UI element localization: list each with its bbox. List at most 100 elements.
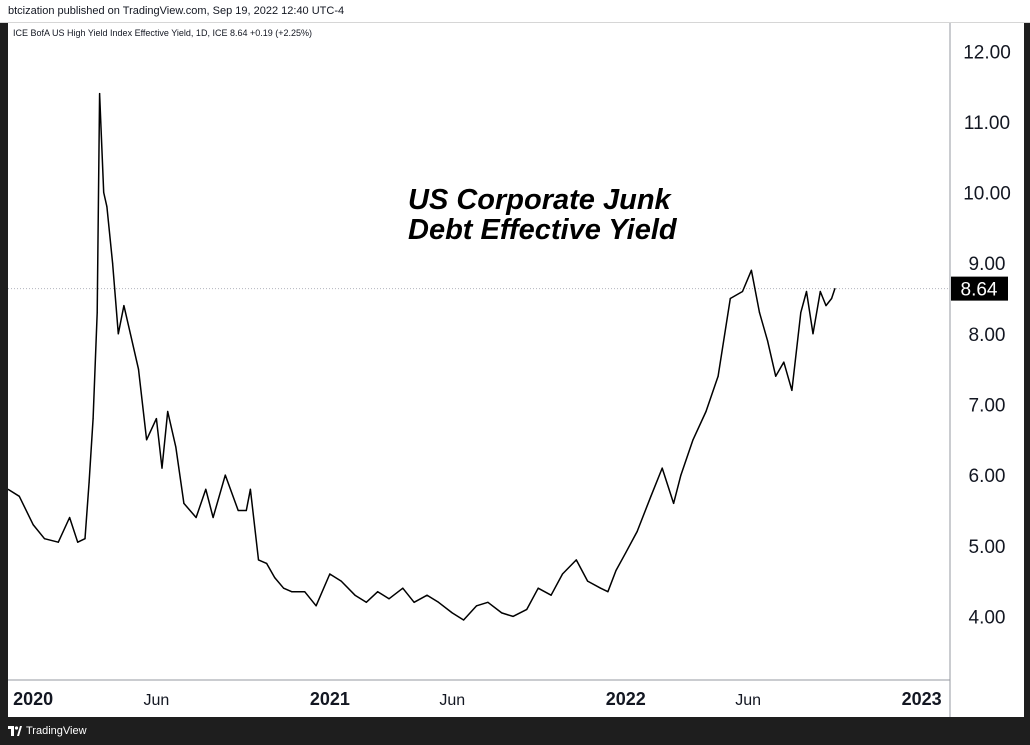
time-tick-label: 2020	[13, 689, 53, 709]
publisher-header: btcization published on TradingView.com,…	[0, 0, 1030, 23]
series-point	[77, 541, 79, 543]
series-point	[834, 288, 836, 290]
series-point	[146, 439, 148, 441]
last-price-label-text: 8.64	[961, 280, 998, 301]
series-point	[805, 290, 808, 293]
series-point	[257, 559, 260, 561]
series-point	[8, 488, 9, 490]
series-point	[705, 410, 707, 413]
series-point	[463, 619, 465, 621]
series-point	[274, 577, 276, 579]
series-point	[800, 312, 802, 314]
series-point	[96, 312, 98, 314]
series-point	[526, 608, 528, 611]
series-point	[103, 191, 105, 194]
series-point	[84, 538, 86, 540]
series-point	[69, 516, 71, 519]
series-point	[775, 375, 777, 377]
annotation-line-1: US Corporate Junk	[408, 184, 673, 216]
series-point	[195, 516, 197, 519]
series-point	[249, 488, 251, 490]
series-point	[825, 305, 827, 307]
series-point	[680, 474, 682, 476]
time-axis[interactable]: 2020 Jun 2021 Jun 2022 Jun 2023	[13, 689, 942, 709]
price-tick-label: 11.00	[964, 113, 1010, 134]
series-point	[224, 474, 226, 476]
series-point	[183, 502, 185, 504]
tradingview-logo-icon[interactable]	[8, 726, 22, 736]
series-point	[304, 591, 306, 593]
series-point	[377, 591, 379, 593]
series-point	[729, 297, 731, 300]
series-point	[18, 495, 20, 497]
series-point	[426, 594, 428, 596]
series-point	[501, 612, 503, 614]
series-point	[413, 601, 415, 603]
time-tick-label: Jun	[143, 692, 169, 709]
series-point	[32, 524, 34, 526]
series-point	[661, 467, 663, 469]
series-point	[819, 290, 821, 293]
series-point	[266, 562, 268, 565]
tradingview-logo-text[interactable]: TradingView	[26, 725, 87, 737]
series-point	[167, 410, 169, 413]
series-point	[758, 312, 761, 314]
series-point	[451, 612, 453, 614]
series-point	[117, 333, 119, 335]
series-point	[673, 502, 675, 504]
price-tick-label: 9.00	[969, 254, 1006, 275]
annotation-line-2: Debt Effective Yield	[408, 214, 678, 246]
series-point	[750, 269, 753, 271]
series-point	[205, 488, 207, 490]
time-tick-label: 2022	[606, 689, 646, 709]
series-point	[92, 418, 94, 420]
series-point	[783, 361, 785, 363]
series-point	[402, 587, 404, 589]
series-point	[692, 439, 694, 441]
price-axis[interactable]: 12.00 11.00 10.00 9.00 8.00 7.00 6.00 5.00 4.00	[963, 42, 1011, 628]
series-point	[123, 305, 125, 307]
series-point	[315, 605, 317, 607]
series-point	[329, 573, 331, 575]
series-point	[791, 389, 793, 391]
price-tick-label: 5.00	[969, 537, 1006, 558]
series-point	[43, 538, 46, 540]
yield-series-line	[8, 92, 836, 621]
series-point	[291, 591, 293, 593]
series-point	[88, 481, 90, 483]
price-tick-label: 10.00	[963, 184, 1011, 205]
publisher-text: btcization published on TradingView.com,…	[8, 5, 345, 17]
yield-series-points	[8, 93, 836, 621]
series-point	[550, 594, 552, 596]
series-point	[600, 587, 602, 589]
time-tick-label: Jun	[439, 692, 465, 709]
series-legend[interactable]: ICE BofA US High Yield Index Effective Y…	[13, 28, 312, 38]
series-point	[587, 580, 589, 582]
series-point	[340, 580, 342, 582]
last-price-label: 8.64	[951, 276, 1008, 301]
series-point	[112, 262, 114, 264]
series-point	[354, 594, 356, 596]
series-point	[625, 552, 627, 554]
chart-panel[interactable]: ICE BofA US High Yield Index Effective Y…	[8, 23, 1024, 717]
series-point	[636, 531, 638, 533]
series-point	[512, 615, 514, 618]
price-tick-label: 8.00	[969, 325, 1006, 346]
price-tick-label: 6.00	[969, 466, 1006, 487]
series-point	[812, 333, 814, 335]
series-point	[237, 509, 239, 512]
series-point	[650, 495, 652, 497]
series-point	[57, 541, 59, 543]
series-point	[575, 559, 577, 561]
series-point	[561, 573, 564, 575]
series-point	[99, 93, 101, 95]
series-point	[831, 297, 833, 300]
series-point	[155, 418, 157, 420]
series-point	[245, 509, 247, 512]
price-tick-label: 4.00	[969, 607, 1006, 628]
series-point	[476, 605, 478, 607]
chart-canvas[interactable]: ICE BofA US High Yield Index Effective Y…	[8, 23, 1024, 717]
price-tick-label: 12.00	[963, 42, 1011, 63]
series-point	[487, 601, 489, 603]
series-point	[537, 587, 539, 589]
